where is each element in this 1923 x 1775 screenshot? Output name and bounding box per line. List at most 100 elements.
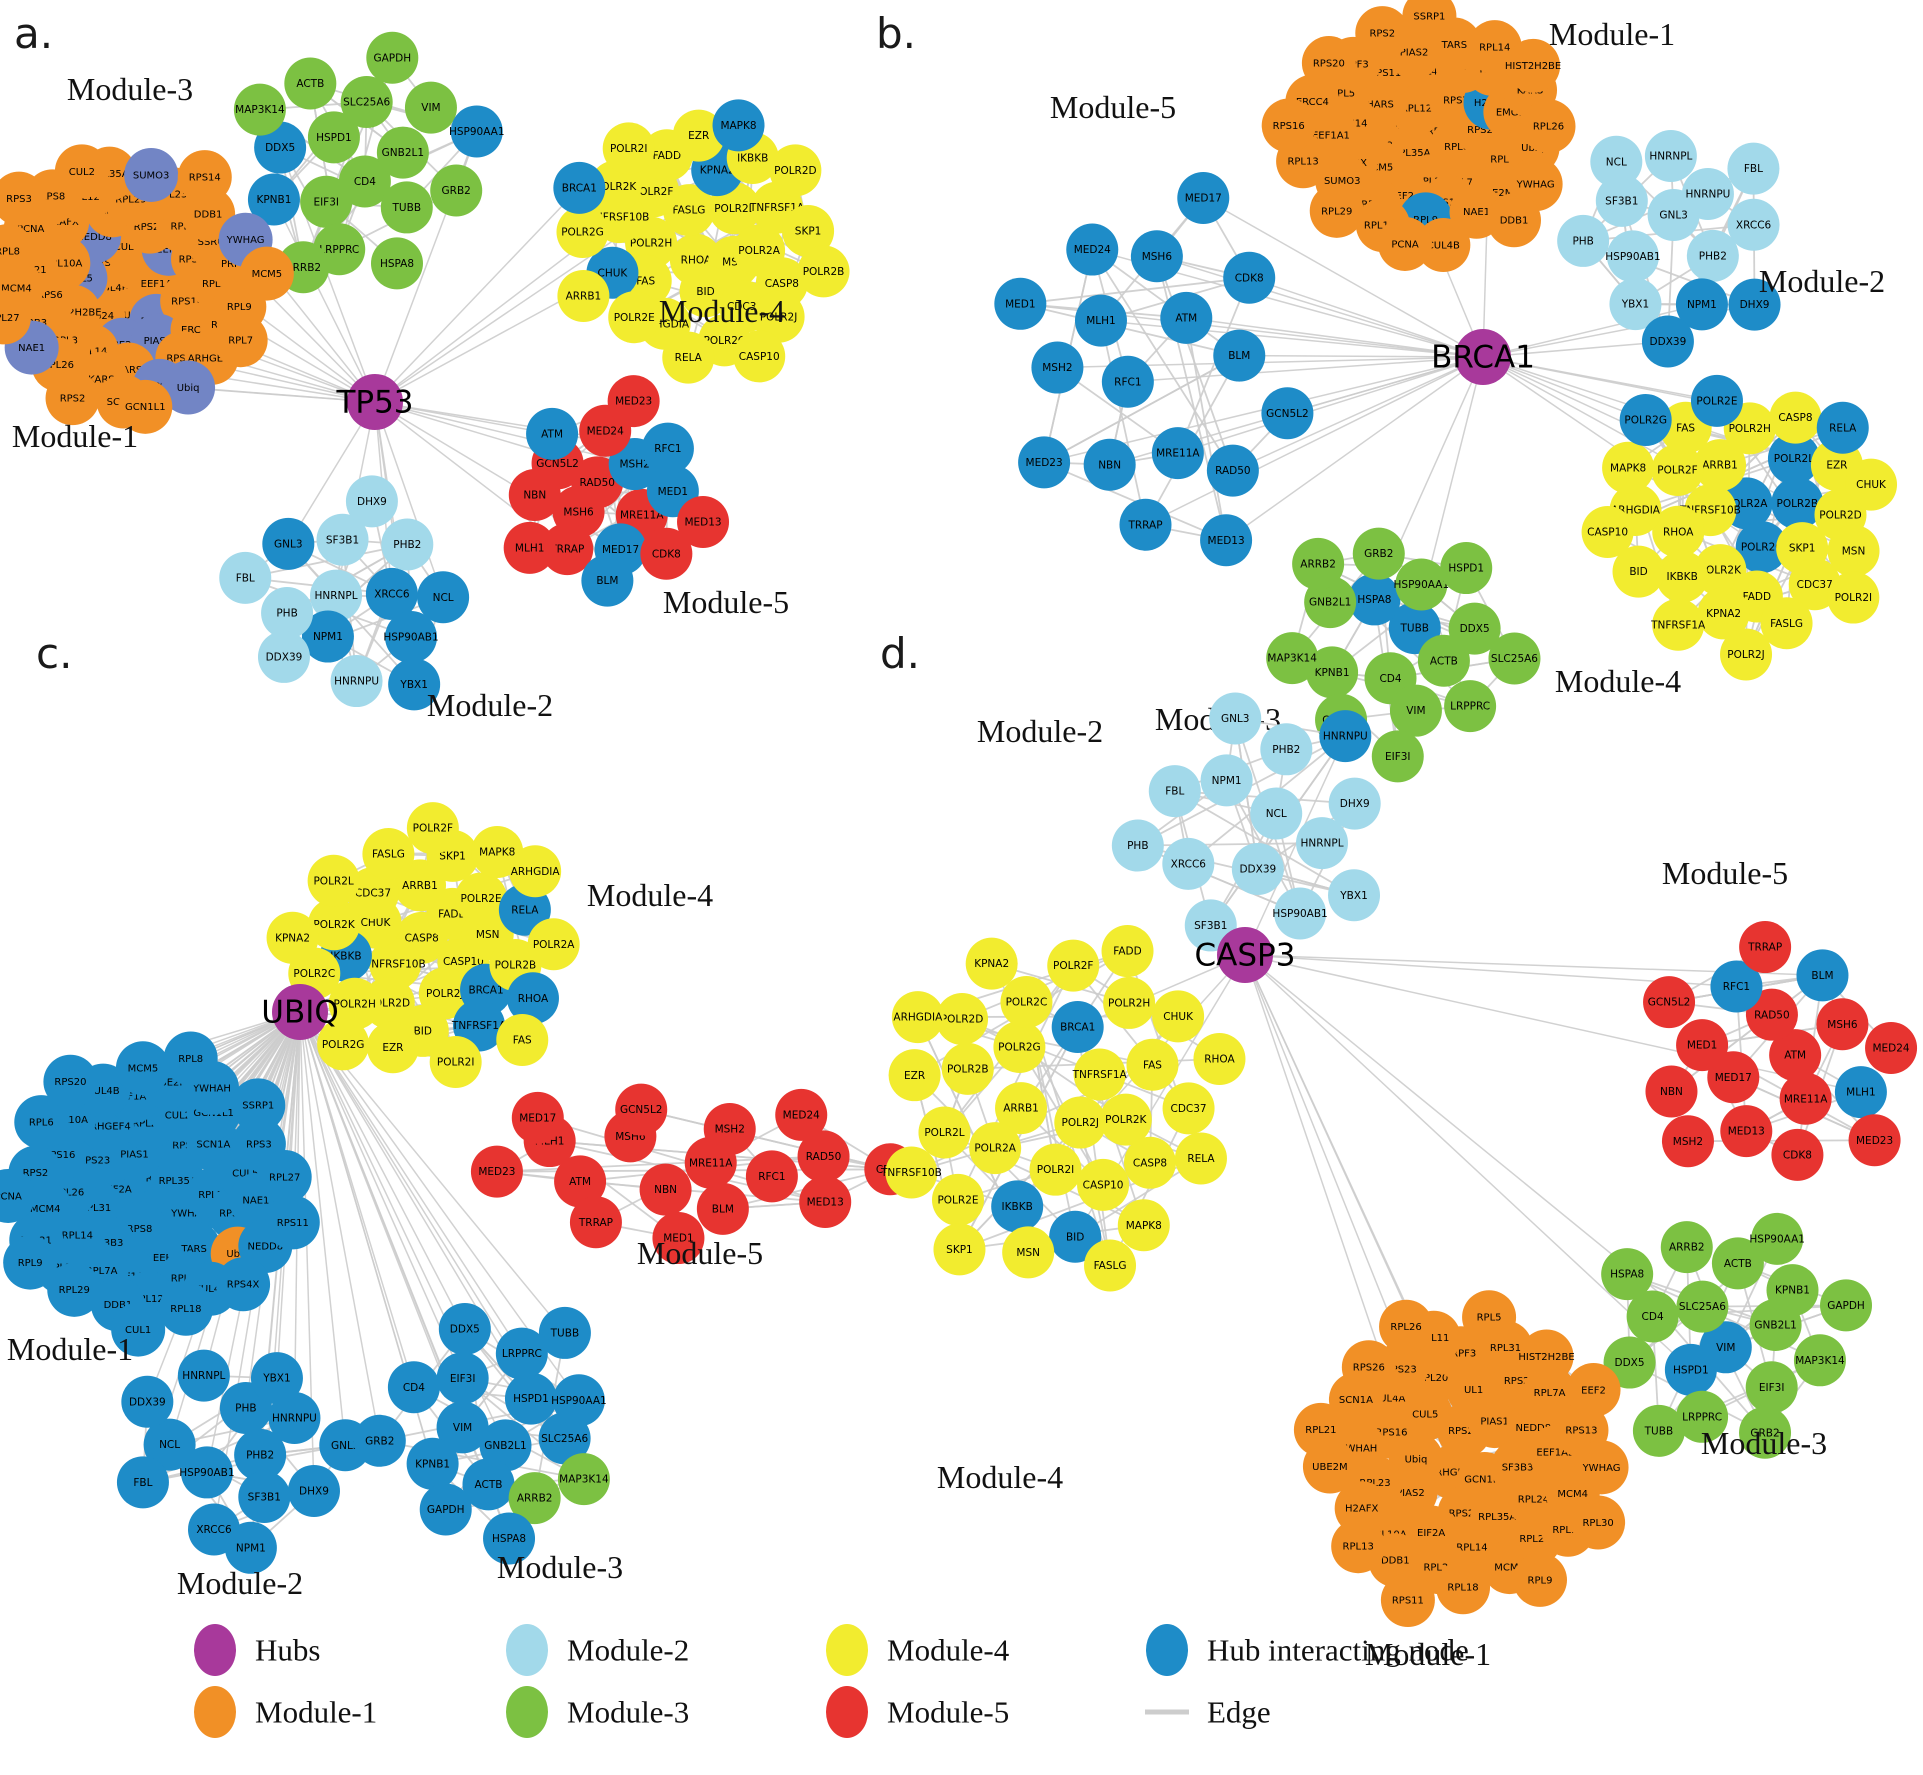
network-node[interactable]: MAP3K14 [1793,1334,1846,1387]
node-circle[interactable] [3,1235,58,1290]
network-node[interactable]: DDB1 [1487,193,1542,248]
node-circle[interactable] [387,1361,440,1414]
network-node[interactable]: RPL29 [47,1262,102,1317]
node-circle[interactable] [782,204,835,257]
node-circle[interactable] [370,237,423,290]
node-circle[interactable] [1292,537,1345,590]
network-node[interactable]: GRB2 [1739,1406,1792,1459]
network-node[interactable]: TUBB [380,181,433,234]
network-node[interactable]: RPL18 [1436,1560,1491,1615]
network-node[interactable]: ARRB2 [1660,1221,1713,1274]
node-circle[interactable] [180,1446,233,1499]
node-circle[interactable] [506,972,559,1025]
network-node[interactable]: CDK8 [1223,251,1276,304]
network-node[interactable]: RPS14 [177,150,232,205]
network-node[interactable]: PHB2 [1686,229,1739,282]
node-circle[interactable] [1348,573,1401,626]
node-circle[interactable] [1231,842,1284,895]
node-circle[interactable] [1519,1329,1574,1384]
node-circle[interactable] [496,1013,549,1066]
node-circle[interactable] [696,1182,749,1235]
network-node[interactable]: YBX1 [250,1352,303,1405]
network-node[interactable]: KPNB1 [406,1437,459,1490]
network-node[interactable]: MAPK8 [1602,441,1655,494]
network-node[interactable]: KPNB1 [247,173,300,226]
node-circle[interactable] [797,1130,850,1183]
node-circle[interactable] [1051,1001,1104,1054]
network-node[interactable]: MRE11A [1151,427,1204,480]
node-circle[interactable] [993,1021,1046,1074]
network-node[interactable]: HSP90AB1 [383,611,439,664]
network-node[interactable]: NBN [1645,1065,1698,1118]
node-circle[interactable] [231,1078,286,1133]
network-node[interactable]: MLH1 [503,521,556,574]
node-circle[interactable] [1557,214,1610,267]
network-node[interactable]: RPL8 [163,1031,218,1086]
node-circle[interactable] [1293,1402,1348,1457]
network-node[interactable]: RFC1 [641,422,694,475]
network-node[interactable]: MED23 [607,375,660,428]
node-circle[interactable] [0,290,31,345]
network-node[interactable]: IKBKB [991,1180,1044,1233]
network-node[interactable]: MED13 [677,495,730,548]
node-circle[interactable] [1651,444,1704,497]
node-circle[interactable] [1632,1404,1685,1457]
node-circle[interactable] [552,1374,605,1427]
node-circle[interactable] [1266,632,1319,685]
network-node[interactable]: MSH6 [1130,230,1183,283]
network-node[interactable]: ACTB [462,1458,515,1511]
node-circle[interactable] [1436,1560,1491,1615]
network-node[interactable]: HNRNPU [268,1391,321,1444]
network-node[interactable]: RPL9 [3,1235,58,1290]
node-circle[interactable] [346,867,399,920]
network-node[interactable]: SKP1 [933,1223,986,1276]
network-node[interactable]: POLR2F [1651,444,1704,497]
node-circle[interactable] [1417,634,1470,687]
node-circle[interactable] [1619,393,1672,446]
network-node[interactable]: CDK8 [1771,1128,1824,1181]
network-node[interactable]: RAD50 [797,1130,850,1183]
node-circle[interactable] [1066,223,1119,276]
network-node[interactable]: RPL27 [257,1149,312,1204]
node-circle[interactable] [284,57,337,110]
network-node[interactable]: HNRNPL [177,1349,230,1402]
network-node[interactable]: HNRNPL [1644,129,1697,182]
network-node[interactable]: MED17 [1177,172,1230,225]
network-node[interactable]: KPNA2 [1697,587,1750,640]
network-node[interactable]: LRPPRC [495,1327,548,1380]
node-circle[interactable] [1506,38,1561,93]
node-circle[interactable] [1566,1363,1621,1418]
network-node[interactable]: DDX5 [1603,1336,1656,1389]
node-circle[interactable] [1739,1406,1792,1459]
network-node[interactable]: CD4 [338,155,391,208]
node-circle[interactable] [677,495,730,548]
node-circle[interactable] [1389,684,1442,737]
hub-circle[interactable] [347,374,403,430]
network-node[interactable]: TRRAP [569,1196,622,1249]
network-node[interactable]: DHX9 [1328,777,1381,830]
node-circle[interactable] [365,567,418,620]
node-circle[interactable] [1151,427,1204,480]
network-node[interactable]: EEF2 [1566,1363,1621,1418]
node-circle[interactable] [1612,545,1665,598]
network-node[interactable]: NCL [143,1418,196,1471]
hub-node[interactable]: BRCA1 [1431,329,1535,385]
network-node[interactable]: HIST2H2BE [1518,1329,1575,1384]
node-circle[interactable] [1771,1128,1824,1181]
node-circle[interactable] [526,407,579,460]
network-node[interactable]: LRPPRC [1676,1390,1729,1443]
network-node[interactable]: TNFRSF10B [880,1146,942,1199]
network-node[interactable]: HNRNPL [1296,817,1349,870]
node-circle[interactable] [941,1042,994,1095]
network-node[interactable]: HSPA8 [370,237,423,290]
network-node[interactable]: TUBB [538,1306,591,1359]
network-node[interactable]: NCL [417,571,470,624]
node-circle[interactable] [1827,524,1880,577]
network-node[interactable]: RFC1 [745,1150,798,1203]
network-node[interactable]: POLR2L [918,1106,971,1159]
network-node[interactable]: POLR2B [941,1042,994,1095]
network-node[interactable]: EIF3I [1745,1361,1798,1414]
network-node[interactable]: RPL18 [158,1281,213,1336]
network-node[interactable]: MED17 [511,1091,564,1144]
network-node[interactable]: MAPK8 [1117,1199,1170,1252]
